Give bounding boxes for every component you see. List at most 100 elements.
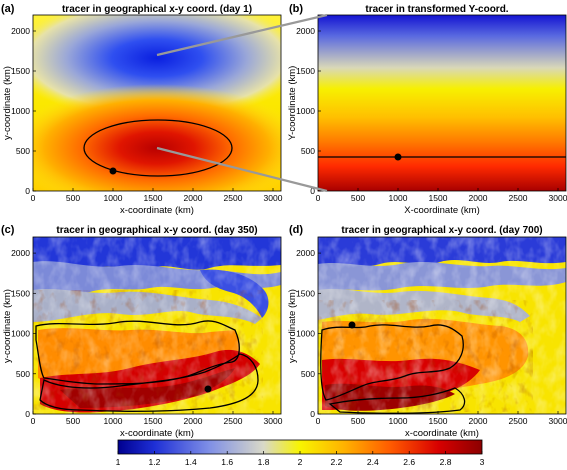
y-tick-label: 0 (310, 186, 315, 196)
y-tick-label: 1500 (11, 288, 30, 298)
x-tick-label: 2500 (224, 416, 243, 426)
panel-c-letter: (c) (1, 224, 15, 236)
x-tick-label: 0 (316, 193, 321, 203)
y-tick-label: 500 (301, 146, 315, 156)
y-tick-label: 500 (16, 146, 30, 156)
y-tick-label: 1000 (296, 106, 315, 116)
x-tick-label: 3000 (264, 416, 283, 426)
y-tick-label: 1000 (296, 329, 315, 339)
panel-d-heatmap (318, 237, 566, 414)
y-tick-label: 1000 (11, 106, 30, 116)
panel-a-xlabel: x-coordinate (km) (120, 205, 194, 216)
x-tick-label: 0 (31, 193, 36, 203)
colorbar-tick-label: 1.6 (221, 457, 233, 467)
panel-c-ylabel: y-coordinate (km) (2, 289, 13, 363)
y-tick-label: 500 (16, 369, 30, 379)
x-tick-label: 0 (31, 416, 36, 426)
x-tick-label: 500 (66, 416, 80, 426)
x-tick-label: 500 (351, 193, 365, 203)
y-tick-label: 0 (310, 409, 315, 419)
panel-c-xlabel: x-coordinate (km) (120, 428, 194, 439)
panel-d-contour (320, 324, 466, 414)
x-tick-label: 1500 (429, 193, 448, 203)
y-tick-label: 2000 (296, 26, 315, 36)
x-tick-label: 500 (66, 193, 80, 203)
panel-b-ylabel: Y-coordinate (km) (287, 66, 298, 141)
panel-c-heatmap (33, 237, 281, 414)
panel-b-xlabel: X-coordinate (km) (404, 205, 480, 216)
colorbar-tick-label: 2.2 (330, 457, 342, 467)
x-tick-label: 2000 (184, 193, 203, 203)
panel-a-title: tracer in geographical x-y coord. (day 1… (62, 4, 252, 15)
x-tick-label: 3000 (549, 193, 567, 203)
x-tick-label: 2000 (184, 416, 203, 426)
colorbar-tick-label: 1.8 (258, 457, 270, 467)
y-tick-label: 0 (25, 409, 30, 419)
x-tick-label: 1000 (104, 416, 123, 426)
panel-c-yticks: 0 500 1000 1500 2000 (11, 248, 36, 419)
colorbar-tick-label: 3 (480, 457, 485, 467)
connector-line-top (156, 13, 328, 57)
x-tick-label: 2000 (469, 416, 488, 426)
x-tick-label: 2500 (509, 193, 528, 203)
panel-a-yticks: 0 500 1000 1500 2000 (11, 26, 36, 196)
panel-a: (a) tracer in geographical x-y coord. (d… (1, 3, 283, 216)
y-tick-label: 0 (25, 186, 30, 196)
panel-d-letter: (d) (289, 224, 303, 236)
panel-d-xlabel: x-coordinate (km) (405, 428, 479, 439)
colorbar-tick-label: 2 (298, 457, 303, 467)
panel-d-title: tracer in geographical x-y coord. (day 7… (341, 225, 542, 236)
panel-a-letter: (a) (1, 3, 15, 15)
panel-b-yticks: 0 500 1000 1500 2000 (296, 26, 321, 196)
x-tick-label: 0 (316, 416, 321, 426)
colorbar-tick-label: 1.4 (185, 457, 197, 467)
panel-a-xticks: 0 500 1000 1500 2000 2500 3000 (31, 188, 283, 203)
x-tick-label: 500 (351, 416, 365, 426)
x-tick-label: 1500 (144, 193, 163, 203)
x-tick-label: 2500 (509, 416, 528, 426)
panel-c-marker (204, 385, 212, 393)
connector-line-bottom (156, 146, 328, 193)
panel-d-xticks: 0 500 1000 1500 2000 2500 3000 (316, 411, 567, 426)
panel-b-letter: (b) (289, 3, 303, 15)
x-tick-label: 1000 (389, 416, 408, 426)
y-tick-label: 1000 (11, 329, 30, 339)
panel-b: (b) tracer in transformed Y-coord. X-coo… (287, 3, 567, 216)
panel-a-ylabel: y-coordinate (km) (2, 66, 13, 140)
y-tick-label: 1500 (296, 288, 315, 298)
x-tick-label: 1500 (144, 416, 163, 426)
x-tick-label: 3000 (264, 193, 283, 203)
y-tick-label: 1500 (11, 66, 30, 76)
y-tick-label: 1500 (296, 66, 315, 76)
y-tick-label: 2000 (11, 26, 30, 36)
panel-c-title: tracer in geographical x-y coord. (day 3… (56, 225, 257, 236)
panel-d-yticks: 0 500 1000 1500 2000 (296, 248, 321, 419)
y-tick-label: 500 (301, 369, 315, 379)
x-tick-label: 2500 (224, 193, 243, 203)
y-tick-label: 2000 (296, 248, 315, 258)
panel-d-ylabel: y-coordinate (km) (287, 289, 298, 363)
x-tick-label: 2000 (469, 193, 488, 203)
panel-a-heatmap (33, 15, 281, 191)
colorbar-tick-label: 2.4 (367, 457, 379, 467)
panel-b-heatmap (318, 15, 566, 191)
colorbar-tick-label: 1.2 (148, 457, 160, 467)
panel-d: (d) tracer in geographical x-y coord. (d… (287, 224, 567, 439)
colorbar-tick-label: 2.8 (440, 457, 452, 467)
panel-c-contour (35, 320, 259, 412)
colorbar-ticks: 1 1.2 1.4 1.6 1.8 2 2.2 2.4 2.6 2.8 3 (116, 451, 485, 467)
y-tick-label: 2000 (11, 248, 30, 258)
panel-d-marker (348, 321, 356, 329)
x-tick-label: 3000 (549, 416, 567, 426)
panel-a-contour (83, 119, 233, 177)
x-tick-label: 1000 (104, 193, 123, 203)
panel-b-marker (394, 153, 402, 161)
colorbar: 1 1.2 1.4 1.6 1.8 2 2.2 2.4 2.6 2.8 3 (116, 439, 485, 467)
colorbar-tick-label: 1 (116, 457, 121, 467)
panel-a-marker (109, 167, 117, 175)
colorbar-tick-label: 2.6 (403, 457, 415, 467)
panel-c: (c) tracer in geographical x-y coord. (d… (1, 224, 283, 439)
panel-b-xticks: 0 500 1000 1500 2000 2500 3000 (316, 188, 567, 203)
panel-b-title: tracer in transformed Y-coord. (365, 4, 508, 15)
